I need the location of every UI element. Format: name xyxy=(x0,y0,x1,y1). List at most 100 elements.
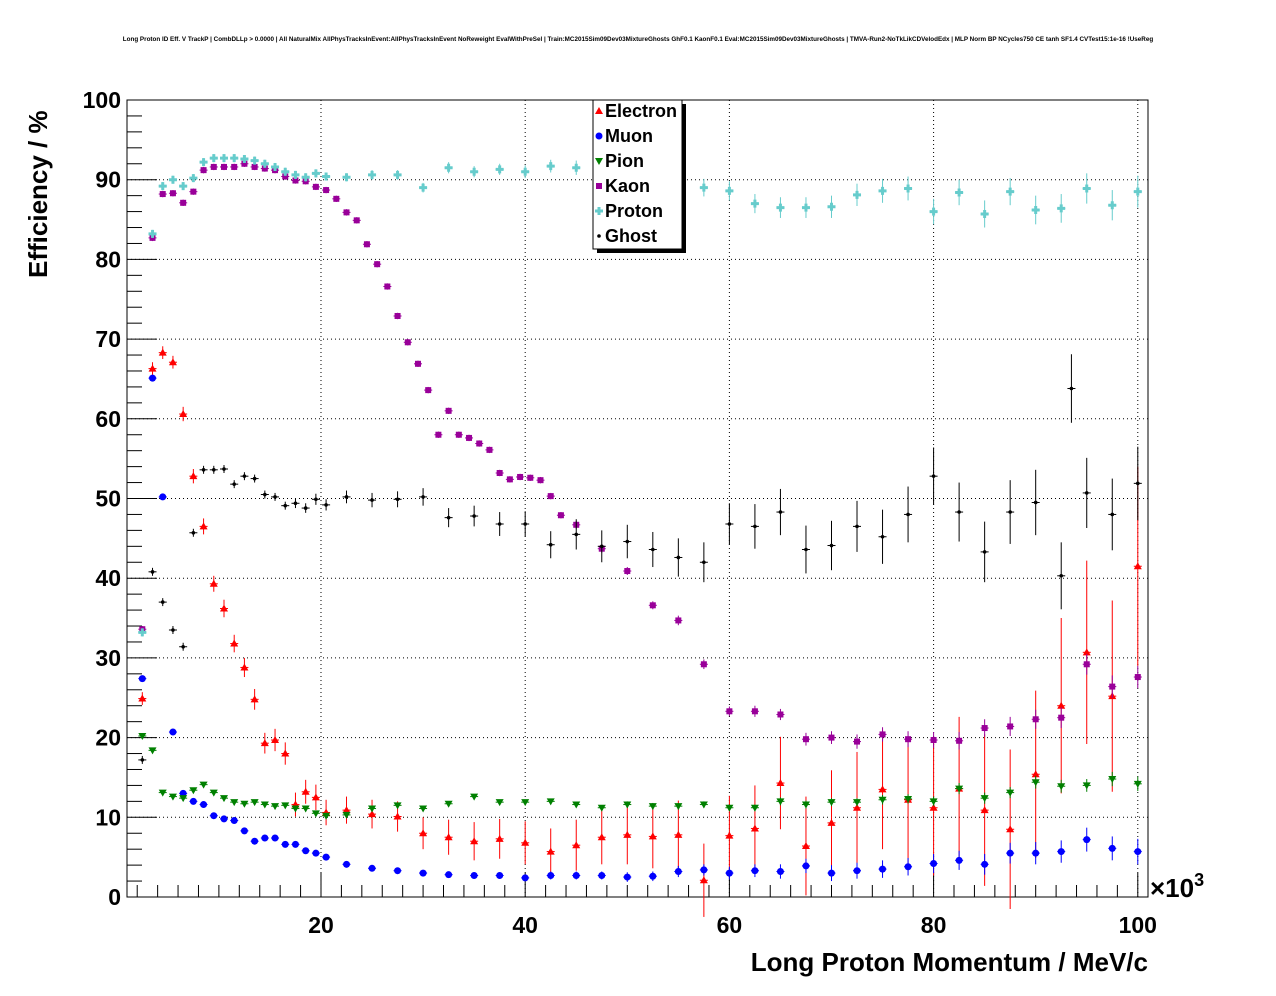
legend-box xyxy=(592,99,683,250)
kaon-point xyxy=(476,440,483,447)
electron-point xyxy=(521,838,530,846)
muon-point xyxy=(1134,848,1142,856)
electron-point xyxy=(393,812,402,820)
pion-point xyxy=(311,810,320,818)
pion-point xyxy=(393,802,402,810)
pion-point xyxy=(878,796,887,804)
muon-point xyxy=(261,834,269,842)
proton-point xyxy=(281,167,290,176)
axis-ticks: 0 10 20 30 40 50 60 70 80 90 100 20 40 60 80 100 xyxy=(83,87,1157,938)
kaon-point xyxy=(649,602,656,609)
kaon-point xyxy=(404,339,411,346)
proton-point xyxy=(904,184,913,193)
kaon-point xyxy=(1134,674,1141,681)
legend-marker-kaon xyxy=(596,183,602,189)
electron-point xyxy=(1057,701,1066,709)
ghost-point xyxy=(727,522,732,526)
proton-point xyxy=(929,207,938,216)
y-tick-label: 70 xyxy=(95,326,121,352)
proton-point xyxy=(301,173,310,182)
pion-point xyxy=(853,799,862,807)
ghost-point xyxy=(370,498,374,502)
ghost-point xyxy=(982,550,987,554)
ghost-point xyxy=(599,544,604,549)
proton-point xyxy=(1006,187,1015,196)
muon-point xyxy=(169,728,177,736)
chart-title: Long Proton ID Eff. V TrackP | CombDLLp … xyxy=(122,36,1154,43)
pion-point xyxy=(546,798,555,806)
electron-point xyxy=(189,472,198,480)
ghost-point xyxy=(314,497,318,502)
kaon-point xyxy=(557,512,564,519)
kaon-point xyxy=(466,434,473,441)
legend: Electron Muon Pion Kaon Proton Ghost xyxy=(592,99,686,253)
y-tick-label: 10 xyxy=(95,804,121,830)
electron-point xyxy=(230,639,239,647)
ghost-point xyxy=(160,600,165,604)
muon-point xyxy=(572,871,580,879)
y-axis-title: Efficiency / % xyxy=(23,110,53,278)
muon-point xyxy=(827,869,835,877)
muon-point xyxy=(802,862,810,870)
pion-point xyxy=(929,798,938,806)
ghost-point xyxy=(303,506,308,510)
legend-marker-ghost xyxy=(597,234,601,238)
muon-point xyxy=(271,834,279,842)
legend-label-ghost: Ghost xyxy=(605,226,657,246)
muon-point xyxy=(159,493,167,501)
pion-point xyxy=(776,798,785,806)
muon-point xyxy=(981,860,989,868)
kaon-point xyxy=(374,261,381,268)
ghost-point xyxy=(906,512,910,517)
legend-marker-electron xyxy=(595,107,603,114)
kaon-point xyxy=(414,360,421,367)
x-tick-label: 80 xyxy=(921,912,947,938)
muon-point xyxy=(200,801,208,809)
muon-point xyxy=(547,871,555,879)
electron-point xyxy=(623,830,632,838)
pion-point xyxy=(291,805,300,813)
muon-point xyxy=(179,789,187,797)
kaon-point xyxy=(879,731,886,738)
electron-point xyxy=(470,837,479,845)
pion-point xyxy=(230,799,239,807)
proton-point xyxy=(1031,205,1040,214)
kaon-point xyxy=(854,738,861,745)
y-tick-label: 80 xyxy=(95,246,121,272)
electron-point xyxy=(750,824,759,832)
ghost-point xyxy=(201,468,206,472)
electron-point xyxy=(1133,562,1142,570)
pion-point xyxy=(725,804,734,812)
proton-point xyxy=(342,173,351,182)
electron-point xyxy=(980,806,989,814)
muon-point xyxy=(312,849,320,857)
muon-point xyxy=(623,873,631,881)
electron-point xyxy=(168,358,177,366)
pion-point xyxy=(1057,783,1066,791)
pion-point xyxy=(597,804,606,812)
pion-point xyxy=(801,801,810,809)
legend-marker-pion xyxy=(595,158,603,165)
kaon-point xyxy=(435,431,442,438)
pion-point xyxy=(250,799,259,807)
ghost-point xyxy=(395,497,400,502)
ghost-point xyxy=(421,495,425,499)
pion-point xyxy=(219,795,228,803)
proton-point xyxy=(521,167,530,176)
y-tick-label: 60 xyxy=(95,406,121,432)
kaon-point xyxy=(527,474,534,481)
proton-point xyxy=(260,159,269,168)
muon-point xyxy=(1032,849,1040,857)
kaon-point xyxy=(1058,714,1065,721)
pion-point xyxy=(281,802,290,810)
pion-point xyxy=(623,801,632,809)
muon-point xyxy=(776,867,784,875)
proton-point xyxy=(725,186,734,195)
kaon-point xyxy=(231,163,238,170)
proton-point xyxy=(1082,184,1091,193)
ghost-point xyxy=(1069,386,1074,391)
legend-marker-muon xyxy=(595,132,603,140)
pion-point xyxy=(138,733,147,741)
muon-point xyxy=(598,871,606,879)
electron-point xyxy=(301,787,310,795)
